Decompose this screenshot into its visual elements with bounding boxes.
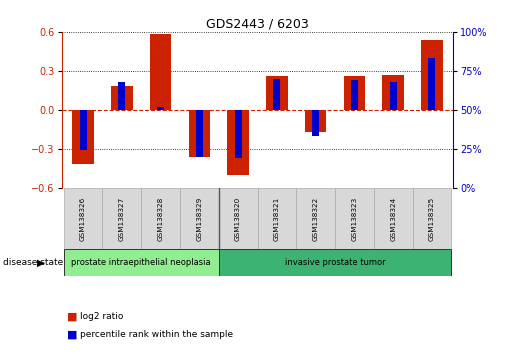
Bar — [219, 188, 258, 250]
Text: disease state: disease state — [3, 258, 63, 267]
Bar — [228, 110, 249, 175]
Bar — [421, 40, 442, 110]
Text: GSM138328: GSM138328 — [158, 196, 164, 241]
Text: invasive prostate tumor: invasive prostate tumor — [285, 258, 385, 267]
Bar — [351, 80, 358, 110]
Bar — [273, 79, 280, 110]
Text: GSM138325: GSM138325 — [429, 196, 435, 241]
Bar — [335, 188, 374, 250]
Bar — [80, 110, 87, 150]
Text: prostate intraepithelial neoplasia: prostate intraepithelial neoplasia — [72, 258, 211, 267]
Bar — [188, 110, 210, 157]
Bar — [266, 76, 287, 110]
Bar — [118, 82, 125, 110]
Title: GDS2443 / 6203: GDS2443 / 6203 — [206, 18, 309, 31]
Text: log2 ratio: log2 ratio — [80, 312, 123, 321]
Text: GSM138323: GSM138323 — [351, 196, 357, 241]
Bar — [344, 76, 365, 110]
Bar — [196, 110, 203, 157]
Bar — [413, 188, 451, 250]
Text: GSM138321: GSM138321 — [274, 196, 280, 241]
Text: ▶: ▶ — [37, 258, 45, 268]
Bar — [73, 110, 94, 165]
Bar — [428, 58, 435, 110]
Bar — [180, 188, 219, 250]
Text: ■: ■ — [67, 312, 77, 322]
Bar — [305, 110, 327, 132]
Bar — [390, 82, 397, 110]
Bar — [64, 250, 219, 276]
Bar — [102, 188, 141, 250]
Text: GSM138324: GSM138324 — [390, 196, 396, 241]
Bar — [219, 250, 451, 276]
Bar — [141, 188, 180, 250]
Bar — [150, 34, 171, 110]
Bar — [258, 188, 296, 250]
Bar — [312, 110, 319, 136]
Bar — [383, 75, 404, 110]
Bar — [374, 188, 413, 250]
Bar — [235, 110, 242, 158]
Bar — [111, 86, 132, 110]
Text: GSM138327: GSM138327 — [119, 196, 125, 241]
Bar — [157, 107, 164, 110]
Text: ■: ■ — [67, 330, 77, 339]
Text: GSM138329: GSM138329 — [196, 196, 202, 241]
Text: GSM138322: GSM138322 — [313, 196, 319, 241]
Bar — [296, 188, 335, 250]
Text: GSM138320: GSM138320 — [235, 196, 241, 241]
Bar — [64, 188, 102, 250]
Text: percentile rank within the sample: percentile rank within the sample — [80, 330, 233, 339]
Text: GSM138326: GSM138326 — [80, 196, 86, 241]
